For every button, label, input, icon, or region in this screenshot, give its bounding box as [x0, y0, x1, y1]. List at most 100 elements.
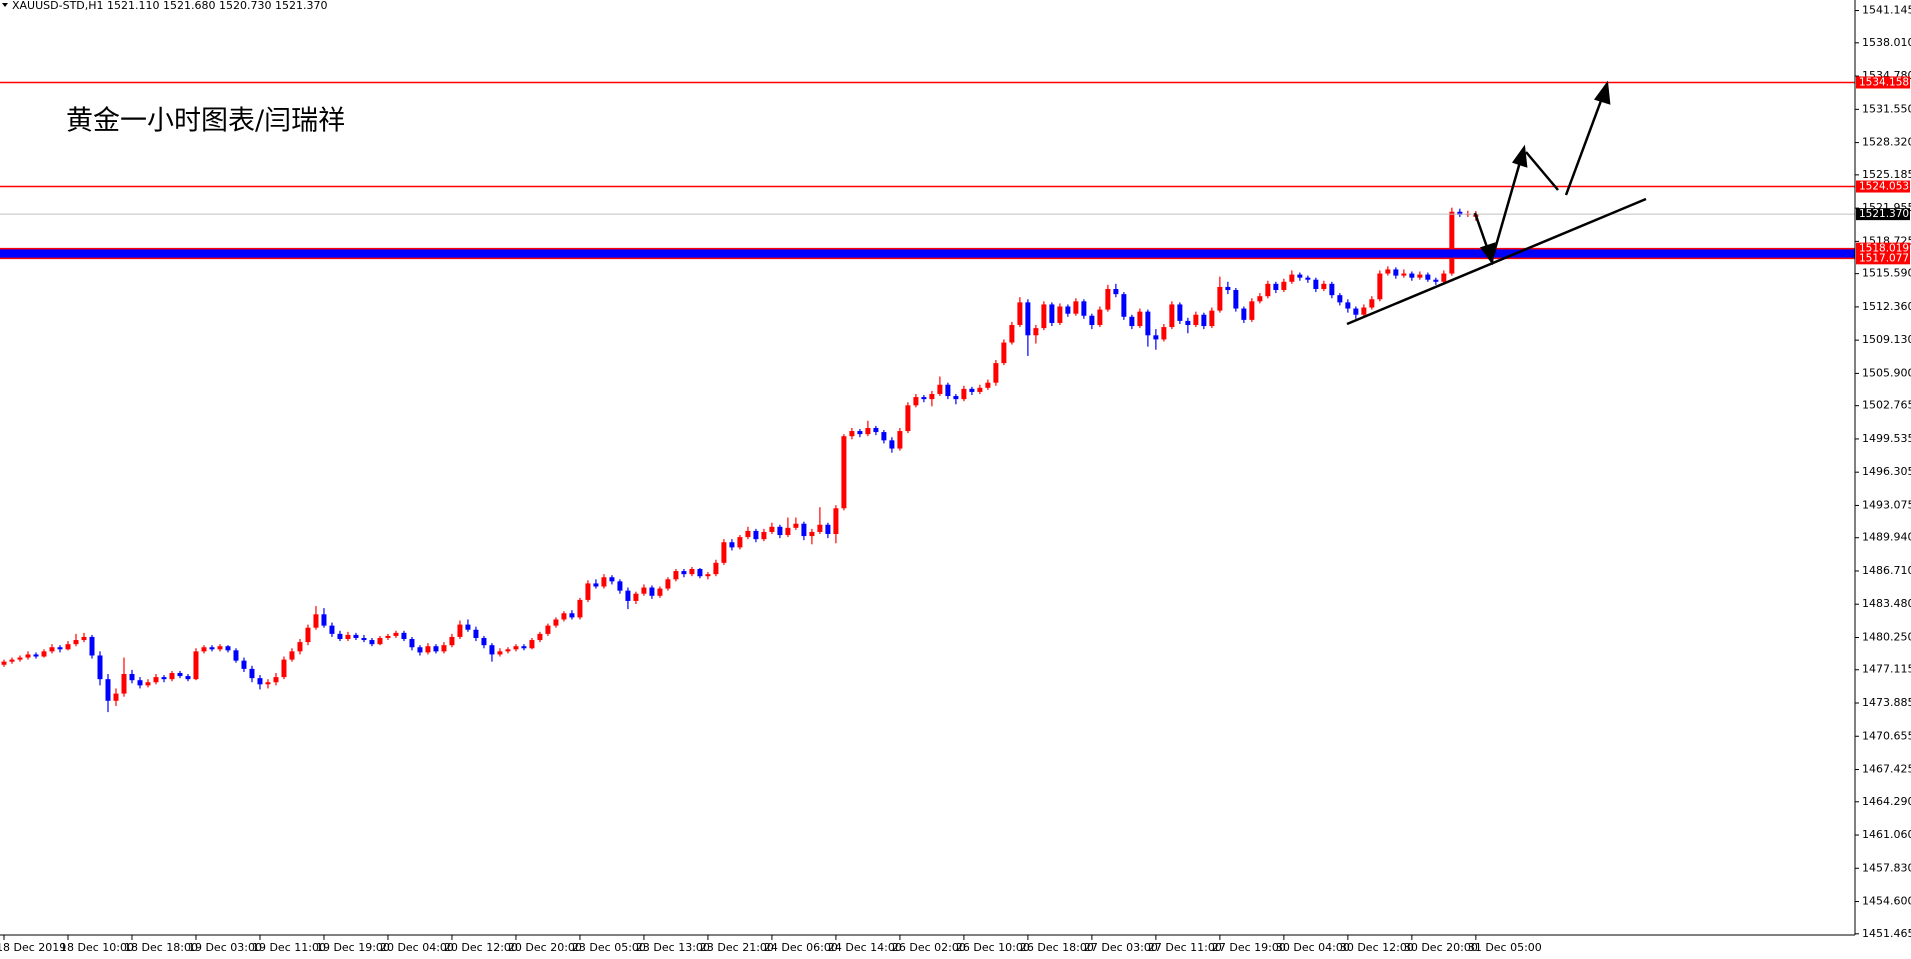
- candle-body: [41, 651, 47, 657]
- candle-body: [1033, 328, 1039, 336]
- candle-body: [1361, 307, 1367, 315]
- candle-body: [729, 542, 735, 548]
- candle-body: [193, 651, 199, 680]
- y-tick-label: 1502.765: [1862, 399, 1911, 412]
- x-tick-label: 30 Dec 20:00: [1404, 941, 1478, 954]
- candle-body: [1257, 296, 1263, 302]
- y-tick-label: 1480.250: [1862, 630, 1911, 643]
- candle-body: [441, 645, 447, 652]
- candle-body: [81, 636, 87, 641]
- candle-body: [1281, 281, 1287, 291]
- candle-body: [353, 634, 359, 638]
- candle-body: [17, 657, 23, 660]
- candle-body: [369, 640, 375, 645]
- x-tick-label: 30 Dec 12:00: [1340, 941, 1414, 954]
- y-tick-label: 1538.010: [1862, 36, 1911, 49]
- candle-body: [233, 650, 239, 661]
- candle-body: [153, 677, 159, 683]
- candle-body: [1369, 299, 1375, 308]
- candle-body: [1185, 320, 1191, 326]
- chart-header: XAUUSD-STD,H1 1521.110 1521.680 1520.730…: [12, 0, 327, 12]
- candle-body: [585, 583, 591, 600]
- candle-body: [249, 668, 255, 679]
- x-tick-label: 26 Dec 18:00: [1020, 941, 1094, 954]
- candle-body: [1081, 301, 1087, 316]
- candle-body: [913, 397, 919, 406]
- arrow-line: [1491, 161, 1522, 257]
- annotation: 黄金一小时图表/闫瑞祥: [66, 106, 345, 137]
- y-tick-label: 1477.115: [1862, 663, 1911, 676]
- candle-body: [833, 508, 839, 535]
- candle-body: [761, 531, 767, 540]
- candle-body: [465, 624, 471, 630]
- candle-body: [33, 654, 39, 657]
- candle-body: [625, 590, 631, 601]
- candle-body: [273, 677, 279, 683]
- candle-body: [849, 431, 855, 437]
- y-tick-label: 1483.480: [1862, 597, 1911, 610]
- candle-body: [329, 625, 335, 634]
- candle-body: [745, 530, 751, 538]
- candle-body: [553, 619, 559, 626]
- candle-body: [185, 676, 191, 680]
- candle-body: [817, 524, 823, 532]
- candle-body: [753, 530, 759, 540]
- price-tag-label: 1534.158: [1859, 76, 1909, 88]
- candle-body: [49, 647, 55, 652]
- plot-area: [0, 81, 1855, 713]
- candle-body: [137, 680, 143, 686]
- candle-body: [865, 427, 871, 435]
- candle-body: [321, 614, 327, 626]
- x-tick-label: 27 Dec 11:00: [1148, 941, 1222, 954]
- candle-body: [1121, 294, 1127, 317]
- candle-body: [145, 682, 151, 686]
- candle-body: [1449, 211, 1455, 274]
- y-tick-label: 1505.900: [1862, 366, 1911, 379]
- y-tick-label: 1464.290: [1862, 795, 1911, 808]
- candle-body: [793, 523, 799, 528]
- y-tick-label: 1499.535: [1862, 432, 1911, 445]
- y-tick-label: 1496.305: [1862, 465, 1911, 478]
- candle-body: [881, 432, 887, 441]
- price-tag: [1856, 252, 1910, 265]
- candle-body: [417, 647, 423, 653]
- candle-body: [521, 646, 527, 649]
- candle-body: [433, 646, 439, 652]
- candle-body: [209, 647, 215, 650]
- candle-body: [609, 577, 615, 582]
- candle-body: [425, 646, 431, 653]
- trend-line: [1346, 197, 1647, 326]
- candle-body: [1113, 288, 1119, 295]
- x-tick-label: 19 Dec 19:00: [316, 941, 390, 954]
- candle-body: [473, 629, 479, 638]
- candle-body: [377, 637, 383, 645]
- candle-body: [1233, 290, 1239, 309]
- candle-body: [177, 672, 183, 677]
- candle-body: [1193, 314, 1199, 326]
- x-tick-label: 20 Dec 12:00: [444, 941, 518, 954]
- arrow-line: [1525, 151, 1559, 191]
- x-tick-label: 30 Dec 04:00: [1276, 941, 1350, 954]
- candle-body: [1425, 274, 1431, 280]
- candle-body: [929, 393, 935, 400]
- candle-body: [537, 633, 543, 641]
- x-tick-label: 27 Dec 19:00: [1212, 941, 1286, 954]
- candle-body: [1041, 304, 1047, 329]
- candle-body: [497, 651, 503, 655]
- candle-body: [489, 645, 495, 655]
- y-tick-label: 1525.185: [1862, 168, 1911, 181]
- candle-body: [225, 646, 231, 651]
- y-tick-label: 1457.830: [1862, 861, 1911, 874]
- candle-body: [1201, 314, 1207, 327]
- x-tick-label: 18 Dec 10:00: [60, 941, 134, 954]
- candle-body: [721, 542, 727, 563]
- y-tick-label: 1493.075: [1862, 498, 1911, 511]
- candle-body: [1089, 315, 1095, 326]
- candle-body: [73, 640, 79, 645]
- zone-band: [0, 248, 1855, 259]
- candle-body: [1329, 283, 1335, 296]
